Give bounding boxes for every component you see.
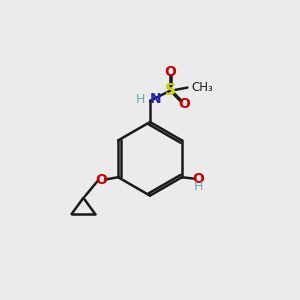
Text: H: H xyxy=(135,93,145,106)
Text: O: O xyxy=(192,172,204,186)
Text: N: N xyxy=(150,92,162,106)
Text: O: O xyxy=(165,65,176,79)
Text: O: O xyxy=(178,97,190,111)
Text: H: H xyxy=(194,180,203,193)
Text: O: O xyxy=(95,172,107,187)
Text: S: S xyxy=(165,83,176,98)
Text: CH₃: CH₃ xyxy=(191,81,213,94)
